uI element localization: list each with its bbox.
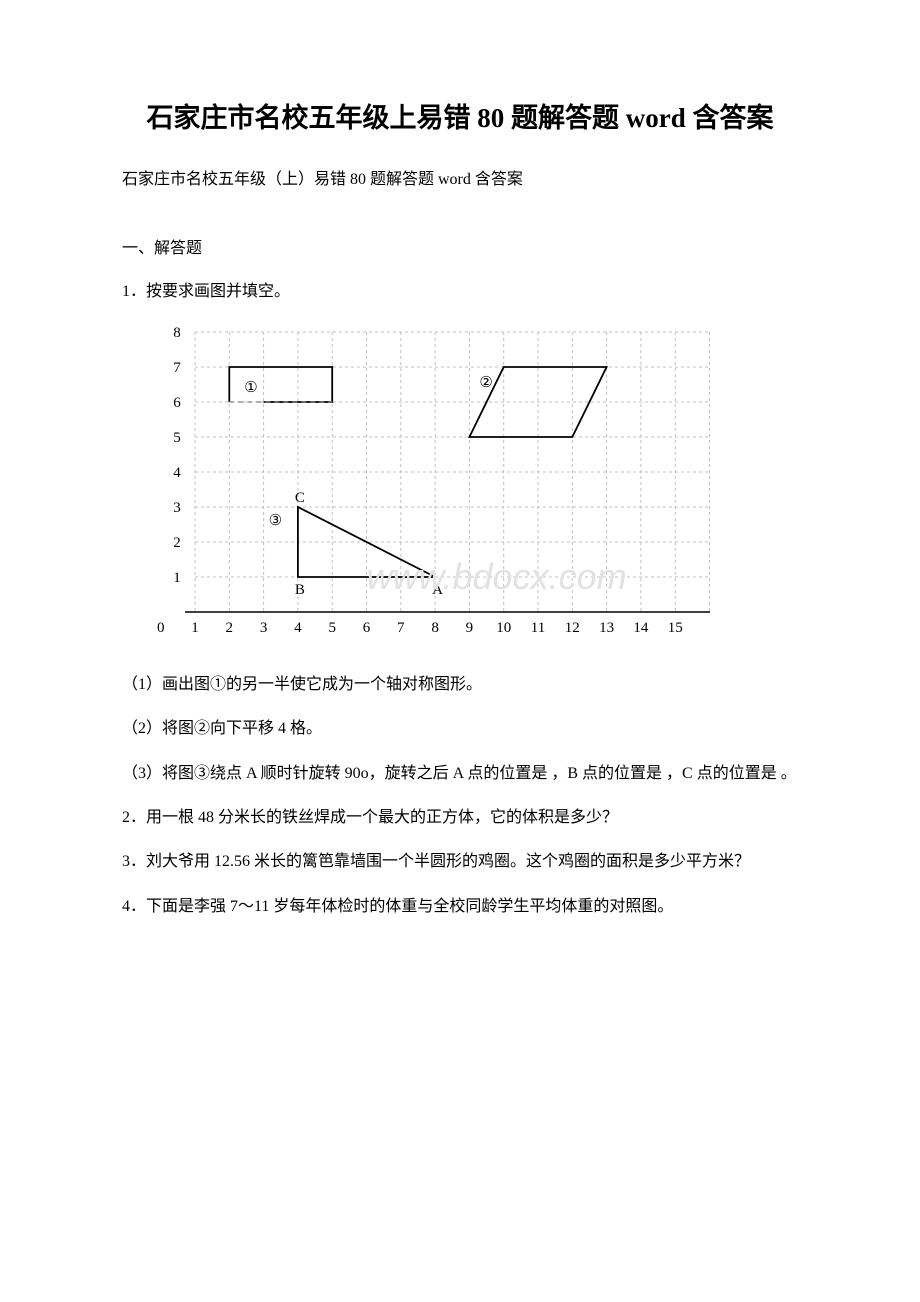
question-1-3: （3）将图③绕点 A 顺时针旋转 90o，旋转之后 A 点的位置是 ，B 点的位… [90,759,830,789]
question-4: 4．下面是李强 7～11 岁每年体检时的体重与全校同龄学生平均体重的对照图。 [90,892,830,922]
svg-text:5: 5 [328,620,336,636]
svg-text:4: 4 [173,465,181,481]
question-3: 3．刘大爷用 12.56 米长的篱笆靠墙围一个半圆形的鸡圈。这个鸡圈的面积是多少… [90,847,830,877]
svg-text:2: 2 [173,535,181,551]
svg-text:6: 6 [363,620,371,636]
svg-text:②: ② [479,375,492,391]
svg-text:14: 14 [633,620,649,636]
page-title: 石家庄市名校五年级上易错 80 题解答题 word 含答案 [90,100,830,138]
svg-text:12: 12 [565,620,580,636]
svg-text:5: 5 [173,430,181,446]
svg-text:①: ① [244,380,257,396]
svg-text:3: 3 [173,500,181,516]
svg-text:6: 6 [173,395,181,411]
svg-text:8: 8 [431,620,439,636]
svg-text:1: 1 [191,620,199,636]
svg-text:13: 13 [599,620,614,636]
question-1-1: （1）画出图①的另一半使它成为一个轴对称图形。 [90,670,830,700]
grid-chart: 876543210123456789101112131415①②③CBAwww.… [150,322,710,637]
svg-text:C: C [295,490,305,506]
svg-text:B: B [295,582,305,598]
svg-text:0: 0 [157,620,165,636]
svg-text:7: 7 [397,620,405,636]
question-1-2: （2）将图②向下平移 4 格。 [90,714,830,744]
svg-text:11: 11 [531,620,545,636]
svg-text:3: 3 [260,620,268,636]
svg-text:10: 10 [496,620,511,636]
svg-text:1: 1 [173,570,181,586]
subtitle: 石家庄市名校五年级（上）易错 80 题解答题 word 含答案 [90,166,830,195]
question-2: 2．用一根 48 分米长的铁丝焊成一个最大的正方体，它的体积是多少？ [90,803,830,833]
section-header: 一、解答题 [90,235,830,264]
question-1: 1．按要求画图并填空。 [90,277,830,307]
chart-container: 876543210123456789101112131415①②③CBAwww.… [150,322,830,642]
svg-text:③: ③ [269,513,282,529]
svg-text:2: 2 [226,620,234,636]
svg-text:15: 15 [668,620,683,636]
svg-text:8: 8 [173,325,181,341]
svg-text:9: 9 [466,620,474,636]
svg-text:7: 7 [173,360,181,376]
svg-text:www.bdocx.com: www.bdocx.com [367,556,627,597]
svg-text:4: 4 [294,620,302,636]
